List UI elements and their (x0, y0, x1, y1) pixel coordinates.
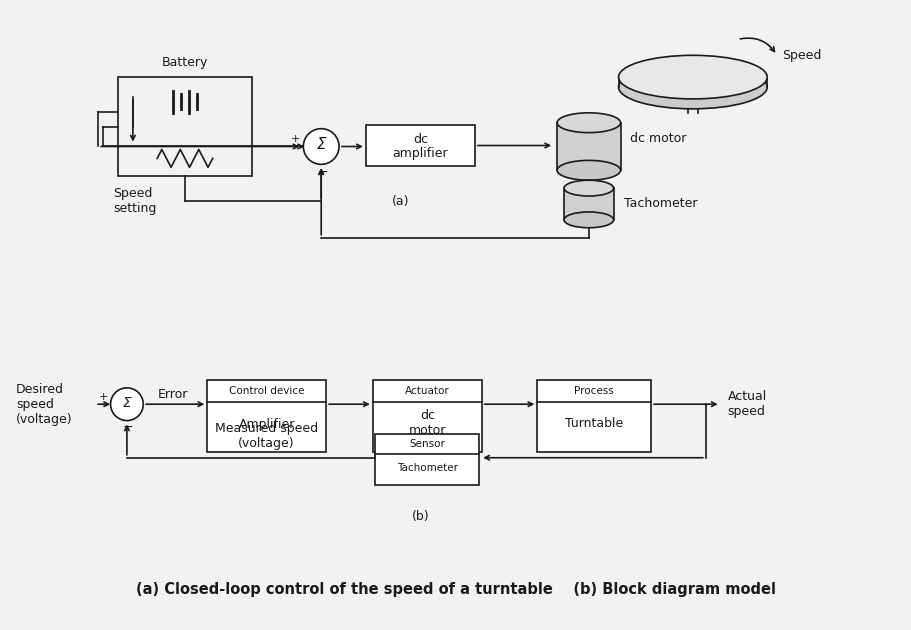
Circle shape (110, 388, 143, 421)
Bar (563, 188, 613, 220)
Bar (557, 123, 619, 170)
Text: dc: dc (413, 133, 427, 146)
Text: +: + (291, 134, 300, 144)
Ellipse shape (563, 180, 613, 196)
Text: +: + (98, 392, 108, 403)
Text: Tachometer: Tachometer (396, 462, 457, 472)
Ellipse shape (563, 212, 613, 228)
Text: (a) Closed-loop control of the speed of a turntable    (b) Block diagram model: (a) Closed-loop control of the speed of … (136, 582, 775, 597)
Text: Turntable: Turntable (565, 416, 623, 430)
Text: Battery: Battery (161, 55, 208, 69)
Bar (118, 77, 251, 176)
Text: Turntable: Turntable (663, 71, 722, 84)
Text: Control device: Control device (229, 386, 304, 396)
Text: −: − (318, 166, 328, 179)
Text: Measured speed
(voltage): Measured speed (voltage) (215, 422, 318, 450)
Text: Σ: Σ (122, 396, 131, 410)
Text: (b): (b) (411, 510, 429, 523)
Text: Σ: Σ (316, 137, 325, 152)
Text: −: − (123, 421, 133, 434)
Text: amplifier: amplifier (392, 147, 447, 160)
Text: Amplifier: Amplifier (239, 418, 294, 430)
Text: Actuator: Actuator (404, 386, 449, 396)
Text: Desired
speed
(voltage): Desired speed (voltage) (15, 382, 73, 426)
Bar (373, 381, 481, 452)
Text: (a): (a) (392, 195, 409, 207)
Text: Actual
speed: Actual speed (727, 390, 766, 418)
Bar (207, 381, 326, 452)
Ellipse shape (557, 113, 619, 133)
Bar (365, 125, 475, 166)
Ellipse shape (618, 55, 766, 99)
Text: Error: Error (158, 388, 189, 401)
Bar (537, 381, 650, 452)
Text: Speed: Speed (782, 49, 821, 62)
Ellipse shape (557, 161, 619, 180)
Text: Process: Process (574, 386, 613, 396)
Bar (374, 434, 479, 486)
Circle shape (303, 129, 339, 164)
Text: Tachometer: Tachometer (623, 197, 696, 210)
Text: dc
motor: dc motor (408, 409, 445, 437)
Text: Sensor: Sensor (409, 439, 445, 449)
Text: Speed
setting: Speed setting (113, 187, 157, 215)
Ellipse shape (618, 66, 766, 109)
Text: dc motor: dc motor (630, 132, 686, 145)
